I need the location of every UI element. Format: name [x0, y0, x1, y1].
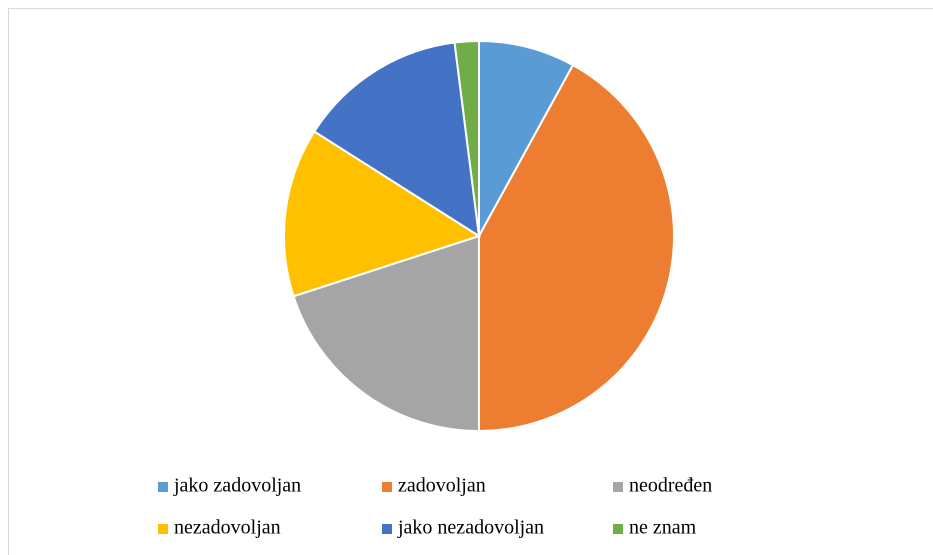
pie-slice	[478, 39, 575, 237]
legend-swatch	[613, 524, 623, 534]
pie-slice	[453, 39, 480, 237]
legend-swatch	[158, 524, 168, 534]
legend-label: neodređen	[629, 475, 712, 497]
legend-label: ne znam	[629, 517, 697, 539]
legend-label: nezadovoljan	[174, 517, 281, 539]
pie-slice	[292, 234, 480, 433]
legend-label: zadovoljan	[398, 475, 486, 497]
legend-swatch	[382, 524, 392, 534]
legend-swatch	[613, 482, 623, 492]
legend-swatch	[158, 482, 168, 492]
pie-slice	[478, 63, 675, 433]
legend-label: jako zadovoljan	[173, 475, 301, 497]
pie-slice	[312, 41, 481, 238]
legend-swatch	[382, 482, 392, 492]
pie-slice	[283, 130, 482, 298]
legend-label: jako nezadovoljan	[397, 517, 544, 539]
